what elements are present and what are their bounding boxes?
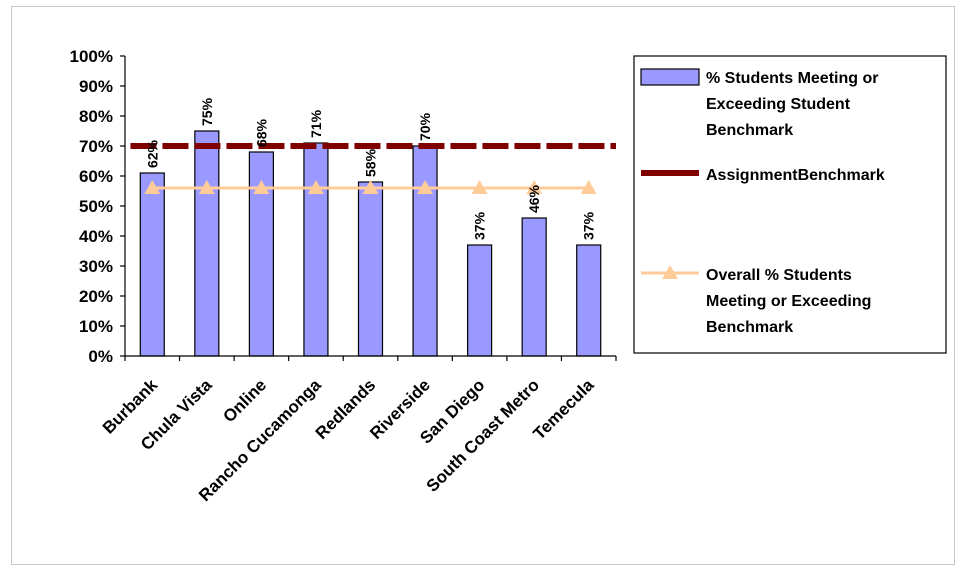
y-tick-label: 100% <box>70 47 113 66</box>
legend-label-overall: Meeting or Exceeding <box>706 293 871 310</box>
bar-riverside <box>412 145 438 357</box>
bar-redlands <box>357 181 384 357</box>
y-tick-label: 70% <box>79 137 113 156</box>
legend-label-overall: Benchmark <box>706 319 793 336</box>
overall-marker <box>307 180 324 194</box>
legend-label-benchmark: AssignmentBenchmark <box>706 167 885 184</box>
bar-rancho-cucamonga <box>303 142 329 357</box>
y-tick-label: 50% <box>79 197 113 216</box>
legend-label-bar: Exceeding Student <box>706 96 851 113</box>
y-tick-label: 80% <box>79 107 113 126</box>
overall-marker <box>144 180 161 194</box>
data-label: 71% <box>308 109 324 138</box>
data-label: 68% <box>253 118 269 147</box>
category-label-online: Online <box>219 375 270 426</box>
data-label: 70% <box>417 112 433 141</box>
y-tick-label: 10% <box>79 317 113 336</box>
overall-marker <box>417 180 434 194</box>
data-label: 58% <box>363 148 379 177</box>
data-label: 46% <box>526 184 542 213</box>
overall-marker <box>253 180 270 194</box>
bar-temecula <box>576 244 602 357</box>
legend-swatch-overall-marker <box>662 265 678 279</box>
bar-burbank <box>139 172 165 357</box>
legend-label-bar: % Students Meeting or <box>706 70 878 87</box>
data-label: 37% <box>581 211 597 240</box>
category-label-temecula: Temecula <box>530 375 598 443</box>
y-tick-label: 20% <box>79 287 113 306</box>
bar-chula-vista <box>194 130 220 357</box>
legend-box <box>633 55 947 354</box>
y-tick-label: 30% <box>79 257 113 276</box>
data-label: 37% <box>472 211 488 240</box>
legend-label-bar: Benchmark <box>706 122 793 139</box>
overall-marker <box>198 180 215 194</box>
y-tick-label: 90% <box>79 77 113 96</box>
data-label: 75% <box>199 97 215 126</box>
overall-marker <box>471 180 488 194</box>
y-tick-label: 60% <box>79 167 113 186</box>
overall-marker <box>526 180 543 194</box>
bar-south-coast-metro <box>521 217 547 357</box>
bar-san-diego <box>467 244 493 357</box>
y-tick-label: 0% <box>88 347 113 366</box>
overall-marker <box>580 180 597 194</box>
legend-label-overall: Overall % Students <box>706 267 852 284</box>
legend-swatch-bar <box>640 68 700 86</box>
data-label: 62% <box>144 139 160 168</box>
overall-marker <box>362 180 379 194</box>
y-tick-label: 40% <box>79 227 113 246</box>
